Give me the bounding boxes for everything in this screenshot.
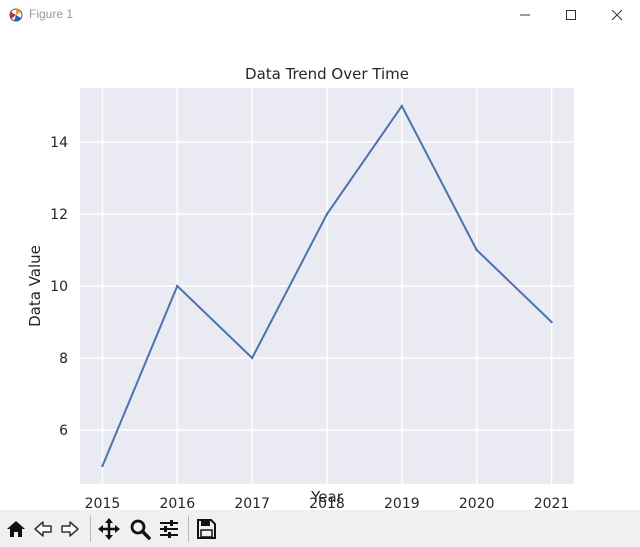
data-point (325, 212, 329, 216)
close-icon (611, 9, 623, 21)
save-icon (197, 519, 216, 539)
data-point (250, 356, 254, 360)
close-button[interactable] (594, 0, 640, 30)
y-tick-label: 8 (59, 351, 68, 367)
x-tick-label: 2021 (534, 496, 570, 510)
maximize-button[interactable] (548, 0, 594, 30)
configure-subplots-button[interactable] (157, 517, 181, 541)
forward-button[interactable] (58, 517, 82, 541)
home-button[interactable] (4, 517, 28, 541)
x-tick-label: 2020 (459, 496, 495, 510)
pan-button[interactable] (97, 517, 121, 541)
forward-icon (61, 521, 79, 537)
x-tick-label: 2019 (384, 496, 420, 510)
configure-subplots-icon (160, 520, 178, 538)
maximize-icon (566, 10, 576, 20)
y-axis-label: Data Value (26, 245, 44, 327)
x-axis-label: Year (310, 488, 344, 506)
toolbar-separator (188, 516, 189, 542)
data-point (550, 320, 553, 324)
data-point (475, 248, 478, 252)
window-titlebar: Figure 1 (0, 0, 640, 30)
zoom-button[interactable] (128, 517, 152, 541)
back-icon (34, 521, 52, 537)
data-point (176, 284, 179, 288)
minimize-icon (520, 14, 530, 16)
minimize-button[interactable] (502, 0, 548, 30)
chart-title: Data Trend Over Time (245, 65, 409, 83)
home-icon (7, 521, 25, 537)
window-title: Figure 1 (29, 7, 74, 21)
toolbar-separator (90, 516, 91, 542)
save-button[interactable] (194, 517, 218, 541)
data-point (400, 104, 404, 108)
y-tick-label: 6 (59, 423, 68, 439)
y-tick-label: 14 (50, 135, 68, 151)
matplotlib-icon (9, 8, 23, 22)
x-tick-label: 2016 (159, 496, 195, 510)
pan-icon (98, 518, 120, 540)
x-tick-label: 2018 (309, 496, 345, 510)
y-tick-label: 10 (50, 279, 68, 295)
line-chart: 2015 2016 2017 2018 2019 2020 2021 6 8 10 12 14 Da… (26, 65, 574, 512)
back-button[interactable] (31, 517, 55, 541)
x-tick-label: 2017 (234, 496, 270, 510)
zoom-icon (130, 519, 151, 540)
figure-canvas[interactable]: 2015 2016 2017 2018 2019 2020 2021 6 8 10 12 14 Da… (0, 30, 640, 512)
x-tick-label: 2015 (85, 496, 121, 510)
navigation-toolbar (0, 510, 640, 547)
data-point (101, 464, 104, 468)
y-tick-label: 12 (50, 207, 68, 223)
